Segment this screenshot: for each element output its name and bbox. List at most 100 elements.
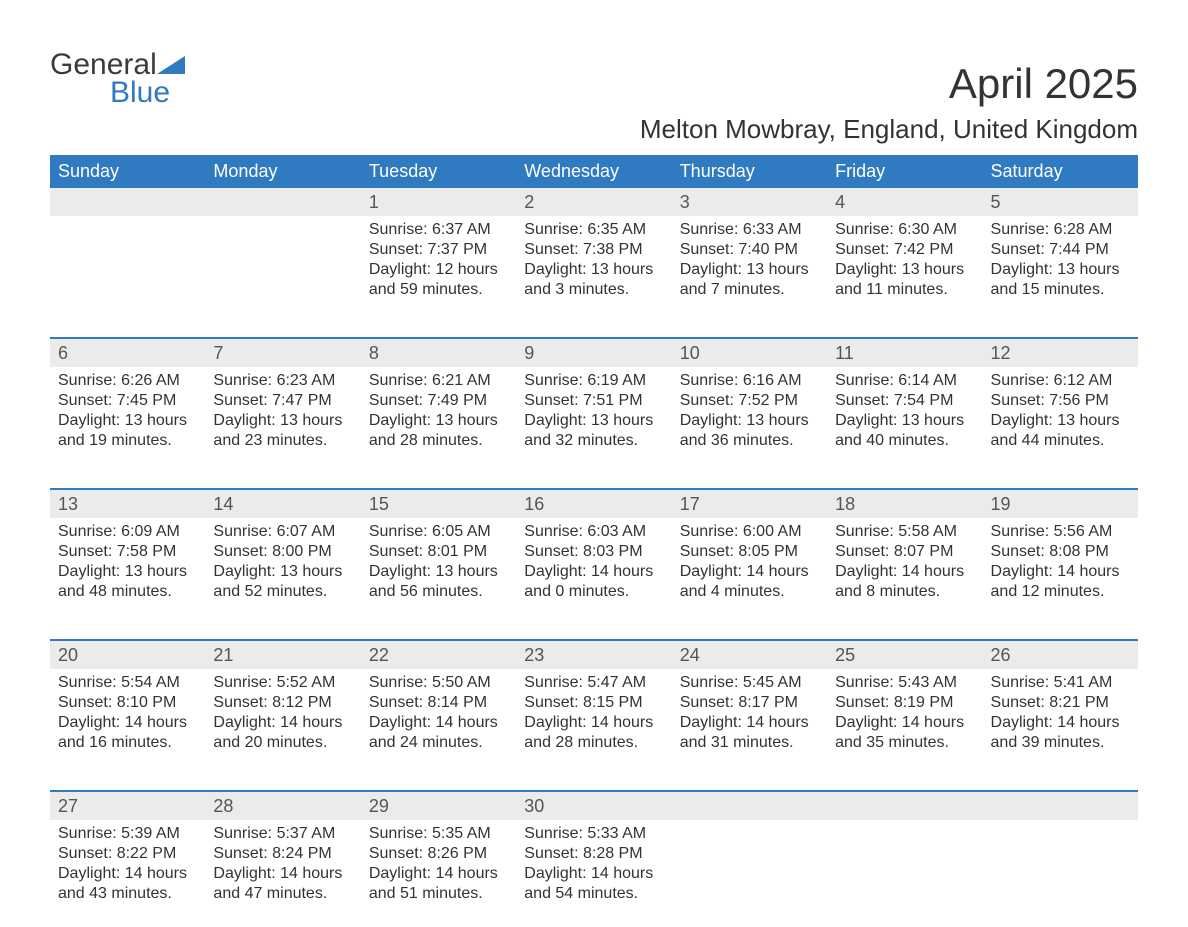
day-content-cell: Sunrise: 6:30 AMSunset: 7:42 PMDaylight:…: [827, 216, 982, 338]
weekday-header: Friday: [827, 155, 982, 188]
day-content-cell: Sunrise: 5:50 AMSunset: 8:14 PMDaylight:…: [361, 669, 516, 791]
day-number-cell: 9: [516, 338, 671, 367]
sunrise-text: Sunrise: 6:16 AM: [680, 371, 819, 391]
day-content-cell: Sunrise: 6:05 AMSunset: 8:01 PMDaylight:…: [361, 518, 516, 640]
sunset-text: Sunset: 7:42 PM: [835, 240, 974, 260]
day-content-row: Sunrise: 6:37 AMSunset: 7:37 PMDaylight:…: [50, 216, 1138, 338]
daylight-text: Daylight: 14 hours and 51 minutes.: [369, 864, 508, 904]
header-row: General Blue April 2025: [50, 50, 1138, 108]
daylight-text: Daylight: 14 hours and 12 minutes.: [991, 562, 1130, 602]
sunset-text: Sunset: 8:19 PM: [835, 693, 974, 713]
sunset-text: Sunset: 8:26 PM: [369, 844, 508, 864]
day-number-cell: 16: [516, 489, 671, 518]
sunset-text: Sunset: 8:22 PM: [58, 844, 197, 864]
day-content-cell: Sunrise: 6:00 AMSunset: 8:05 PMDaylight:…: [672, 518, 827, 640]
day-content-cell: Sunrise: 6:12 AMSunset: 7:56 PMDaylight:…: [983, 367, 1138, 489]
sunrise-text: Sunrise: 6:30 AM: [835, 220, 974, 240]
daylight-text: Daylight: 13 hours and 7 minutes.: [680, 260, 819, 300]
day-content-cell: Sunrise: 5:33 AMSunset: 8:28 PMDaylight:…: [516, 820, 671, 927]
sunset-text: Sunset: 7:47 PM: [213, 391, 352, 411]
day-number-cell: 1: [361, 188, 516, 216]
day-content-row: Sunrise: 6:09 AMSunset: 7:58 PMDaylight:…: [50, 518, 1138, 640]
sunset-text: Sunset: 8:00 PM: [213, 542, 352, 562]
daylight-text: Daylight: 14 hours and 47 minutes.: [213, 864, 352, 904]
daylight-text: Daylight: 14 hours and 0 minutes.: [524, 562, 663, 602]
sunrise-text: Sunrise: 5:43 AM: [835, 673, 974, 693]
daylight-text: Daylight: 13 hours and 36 minutes.: [680, 411, 819, 451]
day-number-cell: 10: [672, 338, 827, 367]
daylight-text: Daylight: 13 hours and 48 minutes.: [58, 562, 197, 602]
day-content-cell: [983, 820, 1138, 927]
day-number-cell: 24: [672, 640, 827, 669]
weekday-header: Wednesday: [516, 155, 671, 188]
sunrise-text: Sunrise: 5:52 AM: [213, 673, 352, 693]
day-content-cell: Sunrise: 5:56 AMSunset: 8:08 PMDaylight:…: [983, 518, 1138, 640]
day-content-cell: [672, 820, 827, 927]
day-content-cell: Sunrise: 5:39 AMSunset: 8:22 PMDaylight:…: [50, 820, 205, 927]
day-number-cell: 25: [827, 640, 982, 669]
day-number-cell: 2: [516, 188, 671, 216]
day-number-cell: 8: [361, 338, 516, 367]
day-content-cell: Sunrise: 5:54 AMSunset: 8:10 PMDaylight:…: [50, 669, 205, 791]
day-number-cell: 22: [361, 640, 516, 669]
daylight-text: Daylight: 13 hours and 23 minutes.: [213, 411, 352, 451]
daylight-text: Daylight: 12 hours and 59 minutes.: [369, 260, 508, 300]
day-content-cell: Sunrise: 6:16 AMSunset: 7:52 PMDaylight:…: [672, 367, 827, 489]
daynum-row: 6789101112: [50, 338, 1138, 367]
day-content-cell: Sunrise: 6:03 AMSunset: 8:03 PMDaylight:…: [516, 518, 671, 640]
sunset-text: Sunset: 8:07 PM: [835, 542, 974, 562]
day-content-cell: Sunrise: 6:21 AMSunset: 7:49 PMDaylight:…: [361, 367, 516, 489]
sunset-text: Sunset: 7:52 PM: [680, 391, 819, 411]
daynum-row: 20212223242526: [50, 640, 1138, 669]
sunset-text: Sunset: 8:28 PM: [524, 844, 663, 864]
day-content-cell: Sunrise: 5:35 AMSunset: 8:26 PMDaylight:…: [361, 820, 516, 927]
sunrise-text: Sunrise: 6:14 AM: [835, 371, 974, 391]
day-number-cell: 3: [672, 188, 827, 216]
page: General Blue April 2025 Melton Mowbray, …: [0, 0, 1188, 918]
day-number-cell: 23: [516, 640, 671, 669]
day-number-cell: 27: [50, 791, 205, 820]
sunset-text: Sunset: 8:24 PM: [213, 844, 352, 864]
day-number-cell: 6: [50, 338, 205, 367]
sunset-text: Sunset: 7:51 PM: [524, 391, 663, 411]
day-content-cell: [827, 820, 982, 927]
sunset-text: Sunset: 8:15 PM: [524, 693, 663, 713]
sunrise-text: Sunrise: 6:12 AM: [991, 371, 1130, 391]
day-number-cell: 29: [361, 791, 516, 820]
sunset-text: Sunset: 7:38 PM: [524, 240, 663, 260]
sunrise-text: Sunrise: 5:39 AM: [58, 824, 197, 844]
sunrise-text: Sunrise: 6:26 AM: [58, 371, 197, 391]
daylight-text: Daylight: 14 hours and 20 minutes.: [213, 713, 352, 753]
daylight-text: Daylight: 13 hours and 11 minutes.: [835, 260, 974, 300]
daylight-text: Daylight: 14 hours and 4 minutes.: [680, 562, 819, 602]
day-number-cell: 15: [361, 489, 516, 518]
sunset-text: Sunset: 8:08 PM: [991, 542, 1130, 562]
daylight-text: Daylight: 13 hours and 3 minutes.: [524, 260, 663, 300]
daylight-text: Daylight: 13 hours and 52 minutes.: [213, 562, 352, 602]
day-content-cell: Sunrise: 6:37 AMSunset: 7:37 PMDaylight:…: [361, 216, 516, 338]
sunrise-text: Sunrise: 6:07 AM: [213, 522, 352, 542]
sunrise-text: Sunrise: 5:37 AM: [213, 824, 352, 844]
day-number-cell: 12: [983, 338, 1138, 367]
logo-text-blue: Blue: [110, 78, 185, 108]
day-content-cell: Sunrise: 6:28 AMSunset: 7:44 PMDaylight:…: [983, 216, 1138, 338]
day-number-cell: [50, 188, 205, 216]
day-content-row: Sunrise: 6:26 AMSunset: 7:45 PMDaylight:…: [50, 367, 1138, 489]
sunrise-text: Sunrise: 6:21 AM: [369, 371, 508, 391]
sunrise-text: Sunrise: 6:19 AM: [524, 371, 663, 391]
weekday-header: Sunday: [50, 155, 205, 188]
day-content-cell: Sunrise: 5:41 AMSunset: 8:21 PMDaylight:…: [983, 669, 1138, 791]
day-content-cell: [205, 216, 360, 338]
day-number-cell: [983, 791, 1138, 820]
day-number-cell: [205, 188, 360, 216]
daylight-text: Daylight: 14 hours and 54 minutes.: [524, 864, 663, 904]
daylight-text: Daylight: 14 hours and 8 minutes.: [835, 562, 974, 602]
day-number-cell: 14: [205, 489, 360, 518]
day-content-cell: Sunrise: 6:26 AMSunset: 7:45 PMDaylight:…: [50, 367, 205, 489]
daylight-text: Daylight: 14 hours and 31 minutes.: [680, 713, 819, 753]
sunrise-text: Sunrise: 6:03 AM: [524, 522, 663, 542]
day-number-cell: 4: [827, 188, 982, 216]
daylight-text: Daylight: 13 hours and 32 minutes.: [524, 411, 663, 451]
sunset-text: Sunset: 7:44 PM: [991, 240, 1130, 260]
sunrise-text: Sunrise: 5:47 AM: [524, 673, 663, 693]
